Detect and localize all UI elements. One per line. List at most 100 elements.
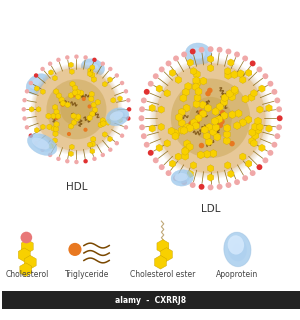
- Polygon shape: [20, 263, 32, 276]
- Circle shape: [226, 182, 231, 188]
- Polygon shape: [195, 114, 202, 122]
- Polygon shape: [228, 170, 234, 178]
- Circle shape: [272, 142, 278, 148]
- Circle shape: [54, 116, 58, 120]
- Polygon shape: [69, 62, 74, 68]
- Ellipse shape: [32, 138, 50, 149]
- Circle shape: [25, 125, 29, 130]
- Circle shape: [190, 182, 196, 188]
- Circle shape: [127, 107, 131, 112]
- Polygon shape: [205, 104, 212, 112]
- Polygon shape: [255, 117, 262, 125]
- Circle shape: [205, 91, 211, 96]
- Polygon shape: [231, 86, 238, 94]
- Circle shape: [219, 119, 225, 124]
- Circle shape: [115, 141, 119, 145]
- Polygon shape: [224, 124, 231, 132]
- Polygon shape: [108, 136, 112, 142]
- Circle shape: [61, 103, 64, 107]
- Polygon shape: [70, 144, 74, 150]
- Ellipse shape: [106, 108, 129, 126]
- Polygon shape: [187, 59, 194, 66]
- Polygon shape: [190, 119, 197, 127]
- Polygon shape: [200, 110, 206, 118]
- Polygon shape: [118, 117, 122, 123]
- Circle shape: [83, 159, 88, 164]
- Polygon shape: [89, 91, 94, 97]
- Circle shape: [148, 150, 154, 156]
- Polygon shape: [46, 113, 51, 119]
- Polygon shape: [194, 94, 201, 102]
- Polygon shape: [240, 76, 246, 84]
- Polygon shape: [56, 92, 61, 99]
- Polygon shape: [178, 126, 185, 134]
- Polygon shape: [229, 93, 236, 101]
- Ellipse shape: [233, 244, 242, 255]
- Polygon shape: [34, 86, 39, 91]
- Circle shape: [139, 115, 144, 121]
- Circle shape: [126, 98, 130, 102]
- Polygon shape: [185, 82, 192, 90]
- Circle shape: [256, 67, 262, 72]
- Polygon shape: [158, 123, 164, 131]
- Circle shape: [242, 175, 248, 181]
- Ellipse shape: [224, 232, 251, 267]
- Polygon shape: [108, 77, 112, 82]
- Polygon shape: [183, 146, 190, 154]
- Circle shape: [250, 60, 256, 66]
- Circle shape: [262, 73, 268, 79]
- Polygon shape: [187, 170, 194, 178]
- Circle shape: [120, 81, 124, 85]
- Ellipse shape: [185, 43, 212, 65]
- Polygon shape: [210, 128, 217, 136]
- Polygon shape: [245, 116, 252, 124]
- Circle shape: [194, 120, 200, 126]
- Circle shape: [88, 104, 92, 108]
- Polygon shape: [195, 88, 202, 96]
- Polygon shape: [24, 255, 36, 269]
- Polygon shape: [149, 125, 155, 132]
- Circle shape: [256, 164, 262, 170]
- Polygon shape: [156, 144, 162, 152]
- Polygon shape: [72, 90, 77, 96]
- Ellipse shape: [26, 74, 49, 94]
- Polygon shape: [259, 144, 265, 152]
- Circle shape: [234, 52, 240, 57]
- Polygon shape: [190, 162, 196, 169]
- Ellipse shape: [110, 111, 123, 121]
- Polygon shape: [36, 107, 41, 112]
- Polygon shape: [251, 90, 257, 97]
- Polygon shape: [245, 69, 252, 76]
- Circle shape: [166, 60, 171, 66]
- Circle shape: [22, 116, 27, 121]
- Polygon shape: [249, 137, 256, 145]
- Polygon shape: [207, 165, 214, 172]
- Polygon shape: [51, 113, 56, 119]
- Circle shape: [274, 133, 280, 139]
- Circle shape: [220, 110, 226, 116]
- Polygon shape: [92, 107, 98, 113]
- Circle shape: [25, 89, 29, 93]
- Polygon shape: [65, 102, 70, 108]
- Polygon shape: [181, 126, 188, 134]
- Polygon shape: [29, 107, 34, 112]
- Polygon shape: [47, 124, 52, 130]
- Circle shape: [181, 52, 187, 57]
- Circle shape: [56, 156, 61, 161]
- Circle shape: [144, 142, 150, 148]
- Polygon shape: [51, 126, 56, 132]
- Text: Cholesterol: Cholesterol: [6, 270, 49, 279]
- Polygon shape: [176, 113, 182, 121]
- Polygon shape: [223, 137, 230, 145]
- Polygon shape: [231, 87, 238, 95]
- Polygon shape: [71, 113, 76, 119]
- Polygon shape: [71, 119, 76, 125]
- Ellipse shape: [114, 114, 122, 120]
- Ellipse shape: [190, 47, 208, 62]
- Circle shape: [74, 54, 79, 59]
- Polygon shape: [79, 90, 84, 96]
- Polygon shape: [257, 123, 263, 131]
- Circle shape: [100, 61, 105, 66]
- Polygon shape: [184, 140, 190, 148]
- Ellipse shape: [171, 170, 194, 186]
